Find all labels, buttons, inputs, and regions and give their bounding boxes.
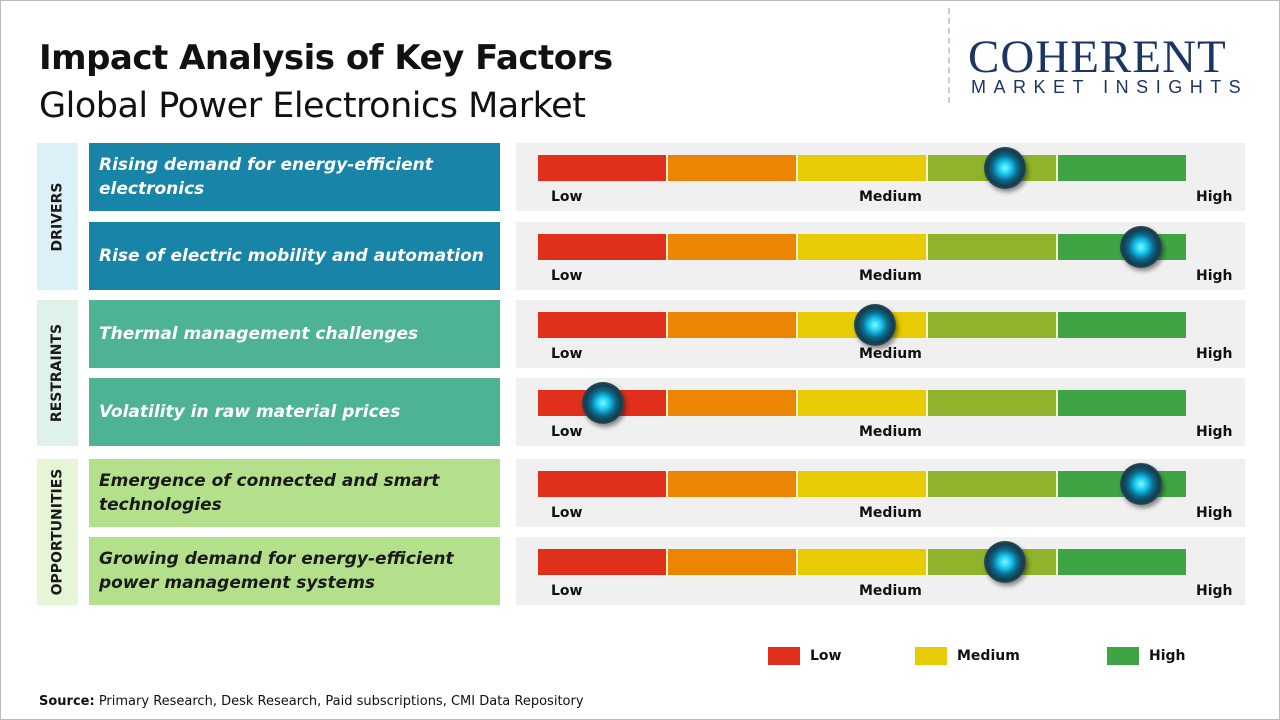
- scale-medium-label: Medium: [859, 346, 922, 362]
- gauge-segment: [538, 234, 668, 260]
- source-note: Source: Primary Research, Desk Research,…: [39, 694, 584, 709]
- gauge-bar: [538, 549, 1186, 575]
- gauge-segment: [668, 390, 798, 416]
- scale-low-label: Low: [551, 346, 583, 362]
- factor-text: Rising demand for energy-efficient elect…: [99, 155, 433, 199]
- scale-high-label: High: [1196, 346, 1233, 362]
- scale-high-label: High: [1196, 505, 1233, 521]
- divider: [948, 8, 950, 103]
- impact-indicator-knob: [1119, 463, 1162, 505]
- gauge-segment: [1058, 390, 1186, 416]
- gauge-segment: [1058, 549, 1186, 575]
- factor-box: Rising demand for energy-efficient elect…: [89, 143, 500, 211]
- gauge-segment: [538, 549, 668, 575]
- scale-low-label: Low: [551, 505, 583, 521]
- scale-high-label: High: [1196, 268, 1233, 284]
- scale-low-label: Low: [551, 189, 583, 205]
- gauge-segment: [668, 549, 798, 575]
- scale-medium-label: Medium: [859, 268, 922, 284]
- gauge-segment: [668, 471, 798, 497]
- legend-label: Medium: [957, 648, 1020, 664]
- gauge-segment: [798, 234, 928, 260]
- gauge-segment: [1058, 312, 1186, 338]
- scale-low-label: Low: [551, 268, 583, 284]
- scale-medium-label: Medium: [859, 424, 922, 440]
- gauge-segment: [798, 471, 928, 497]
- impact-indicator-knob: [1119, 226, 1162, 268]
- legend-label: Low: [810, 648, 842, 664]
- gauge-segment: [668, 312, 798, 338]
- factor-box: Volatility in raw material prices: [89, 378, 500, 446]
- scale-medium-label: Medium: [859, 583, 922, 599]
- gauge-segment: [538, 471, 668, 497]
- logo-wordmark: COHERENT: [968, 31, 1227, 83]
- impact-gauge: Low Medium High: [516, 378, 1245, 446]
- gauge-segment: [928, 234, 1058, 260]
- legend-medium: Medium: [915, 647, 1020, 665]
- category-text: DRIVERS: [49, 182, 66, 251]
- gauge-segment: [798, 155, 928, 181]
- factor-box: Emergence of connected and smart technol…: [89, 459, 500, 527]
- category-text: OPPORTUNITIES: [49, 468, 66, 596]
- factor-text: Emergence of connected and smart technol…: [99, 471, 440, 515]
- gauge-segment: [798, 549, 928, 575]
- gauge-segment: [668, 155, 798, 181]
- page-title: Impact Analysis of Key Factors: [39, 38, 613, 78]
- impact-indicator-knob: [983, 541, 1026, 583]
- gauge-segment: [928, 312, 1058, 338]
- gauge-segment: [928, 390, 1058, 416]
- scale-high-label: High: [1196, 424, 1233, 440]
- legend-swatch-low: [768, 647, 800, 665]
- gauge-segment: [668, 234, 798, 260]
- scale-high-label: High: [1196, 583, 1233, 599]
- gauge-segment: [1058, 155, 1186, 181]
- scale-low-label: Low: [551, 583, 583, 599]
- legend-low: Low: [768, 647, 841, 665]
- legend-swatch-medium: [915, 647, 947, 665]
- gauge-segment: [538, 312, 668, 338]
- legend-high: High: [1107, 647, 1186, 665]
- factor-box: Growing demand for energy-efficient powe…: [89, 537, 500, 605]
- impact-gauge: Low Medium High: [516, 459, 1245, 527]
- factor-text: Thermal management challenges: [99, 324, 419, 344]
- impact-indicator-knob: [853, 304, 896, 346]
- scale-high-label: High: [1196, 189, 1233, 205]
- impact-indicator-knob: [983, 147, 1026, 189]
- category-label-opportunities: OPPORTUNITIES: [37, 459, 78, 605]
- page-subtitle: Global Power Electronics Market: [39, 86, 586, 126]
- impact-indicator-knob: [581, 382, 624, 424]
- factor-text: Volatility in raw material prices: [99, 402, 401, 422]
- legend-label: High: [1149, 648, 1186, 664]
- impact-gauge: Low Medium High: [516, 537, 1245, 605]
- legend-swatch-high: [1107, 647, 1139, 665]
- scale-medium-label: Medium: [859, 505, 922, 521]
- source-label: Source:: [39, 694, 95, 709]
- gauge-segment: [928, 471, 1058, 497]
- impact-gauge: Low Medium High: [516, 300, 1245, 368]
- category-label-drivers: DRIVERS: [37, 143, 78, 290]
- gauge-bar: [538, 390, 1186, 416]
- source-text: Primary Research, Desk Research, Paid su…: [94, 694, 584, 709]
- logo-tagline: MARKET INSIGHTS: [971, 77, 1249, 97]
- gauge-segment: [538, 155, 668, 181]
- company-logo: COHERENT MARKET INSIGHTS: [968, 30, 1263, 100]
- gauge-segment: [798, 390, 928, 416]
- scale-low-label: Low: [551, 424, 583, 440]
- factor-text: Rise of electric mobility and automation: [99, 246, 484, 266]
- impact-gauge: Low Medium High: [516, 143, 1245, 211]
- category-label-restraints: RESTRAINTS: [37, 300, 78, 446]
- scale-medium-label: Medium: [859, 189, 922, 205]
- factor-text: Growing demand for energy-efficient powe…: [99, 549, 454, 593]
- gauge-bar: [538, 312, 1186, 338]
- impact-gauge: Low Medium High: [516, 222, 1245, 290]
- factor-box: Rise of electric mobility and automation: [89, 222, 500, 290]
- gauge-bar: [538, 234, 1186, 260]
- factor-box: Thermal management challenges: [89, 300, 500, 368]
- gauge-bar: [538, 155, 1186, 181]
- gauge-bar: [538, 471, 1186, 497]
- category-text: RESTRAINTS: [49, 323, 66, 423]
